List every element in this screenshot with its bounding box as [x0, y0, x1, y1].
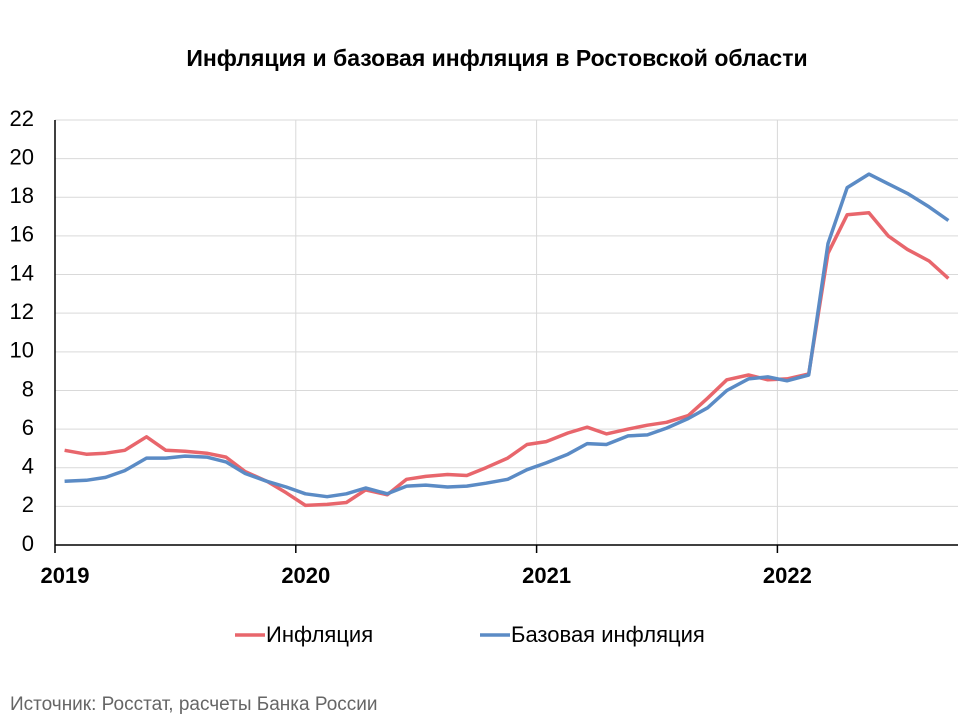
y-tick-label: 0	[22, 531, 34, 556]
y-tick-label: 16	[10, 222, 34, 247]
y-tick-label: 12	[10, 299, 34, 324]
y-tick-label: 14	[10, 260, 34, 285]
y-tick-label: 22	[10, 106, 34, 131]
x-tick-label: 2021	[522, 563, 571, 588]
x-tick-label: 2020	[281, 563, 330, 588]
y-tick-label: 10	[10, 338, 34, 363]
y-tick-label: 18	[10, 183, 34, 208]
y-tick-label: 20	[10, 144, 34, 169]
source-note: Источник: Росстат, расчеты Банка России	[10, 694, 378, 715]
y-tick-label: 6	[22, 415, 34, 440]
legend-label: Инфляция	[266, 622, 373, 647]
series-line	[64, 172, 950, 499]
y-tick-label: 8	[22, 376, 34, 401]
chart-title: Инфляция и базовая инфляция в Ростовской…	[186, 45, 807, 71]
y-tick-label: 4	[22, 454, 34, 479]
legend-label: Базовая инфляция	[511, 622, 705, 647]
x-tick-label: 2022	[763, 563, 812, 588]
series-line	[64, 210, 950, 508]
x-tick-label: 2019	[41, 563, 90, 588]
y-tick-label: 2	[22, 492, 34, 517]
